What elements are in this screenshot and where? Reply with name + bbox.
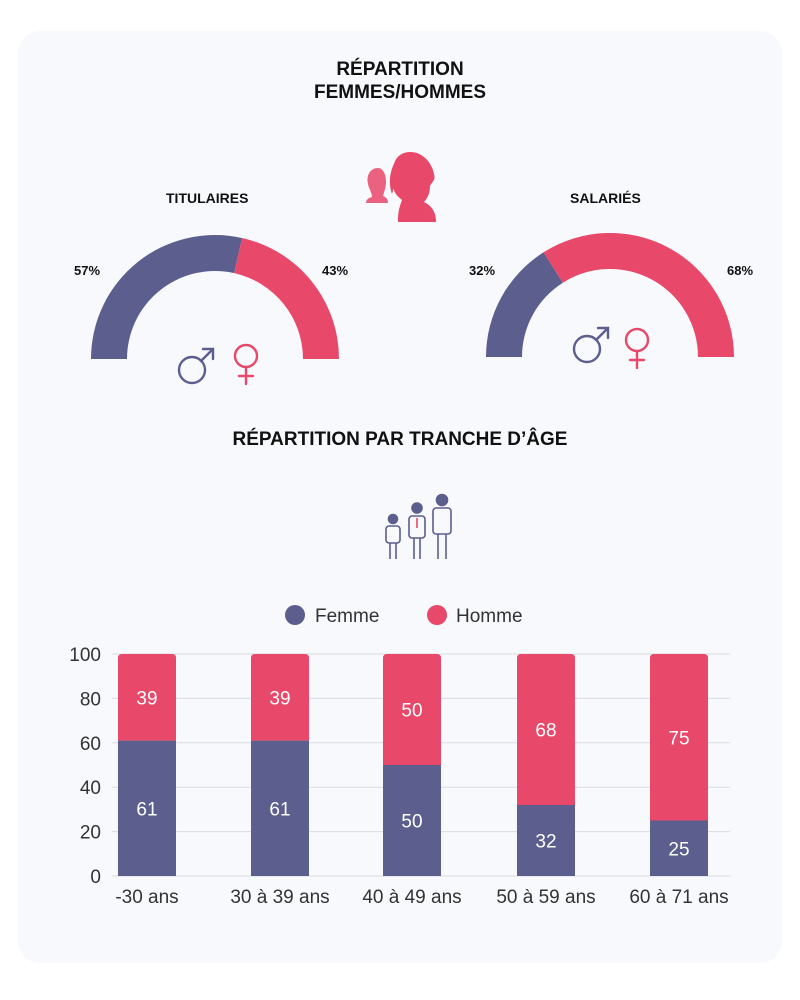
gender-title-line1: RÉPARTITION — [336, 59, 464, 80]
legend-femme-swatch — [285, 605, 305, 625]
y-tick-label: 100 — [69, 645, 101, 666]
titulaires-left-percent: 57% — [74, 263, 101, 278]
bar-homme-value-label: 50 — [401, 701, 422, 722]
bar-homme — [383, 654, 441, 765]
x-tick-label: 40 à 49 ans — [362, 887, 461, 908]
gender-title-line2: FEMMES/HOMMES — [313, 82, 487, 103]
bar-homme — [650, 654, 708, 821]
y-tick-label: 60 — [80, 734, 101, 755]
bar-femme — [383, 765, 441, 876]
bar-femme-value-label: 61 — [136, 799, 157, 820]
gauge-salaries-label: SALARIÉS — [570, 190, 641, 206]
titulaires-gauge-homme-arc — [234, 237, 339, 359]
salaries-female-symbol-icon — [624, 327, 650, 370]
gender-section-title: RÉPARTITION FEMMES/HOMMES — [0, 58, 800, 104]
x-tick-label: 30 à 39 ans — [230, 887, 329, 908]
salaries-gauge-homme-arc — [543, 233, 734, 357]
salaries-right-percent: 68% — [727, 263, 754, 278]
age-section-title: RÉPARTITION PAR TRANCHE D’ÂGE — [232, 429, 568, 450]
y-tick-label: 80 — [80, 689, 101, 710]
bar-homme — [517, 654, 575, 805]
x-tick-label: -30 ans — [115, 887, 178, 908]
x-tick-label: 60 à 71 ans — [629, 887, 728, 908]
bar-femme — [517, 804, 575, 876]
bar-homme-value-label: 68 — [535, 720, 556, 741]
bar-homme-value-label: 39 — [269, 688, 290, 709]
x-tick-label: 50 à 59 ans — [496, 887, 595, 908]
bar-femme-value-label: 61 — [269, 799, 290, 820]
bar-femme — [251, 740, 309, 876]
salaries-male-symbol-icon — [572, 326, 610, 364]
bar-homme-value-label: 39 — [136, 688, 157, 709]
salaries-left-percent: 32% — [469, 263, 496, 278]
salaries-gauge-femme-arc — [486, 252, 563, 357]
titulaires-male-symbol-icon — [177, 347, 215, 385]
bar-femme-value-label: 50 — [401, 812, 422, 833]
y-tick-label: 20 — [80, 823, 101, 844]
y-tick-label: 0 — [90, 867, 101, 888]
bar-homme — [251, 654, 309, 741]
bar-femme — [118, 740, 176, 876]
bar-homme-value-label: 75 — [668, 728, 689, 749]
bar-femme — [650, 820, 708, 876]
bar-femme-value-label: 25 — [668, 839, 689, 860]
gauge-titulaires-label: TITULAIRES — [166, 190, 249, 206]
bar-femme-value-label: 32 — [535, 831, 556, 852]
titulaires-gauge-femme-arc — [90, 235, 243, 359]
legend-homme-label: Homme — [456, 606, 523, 627]
y-tick-label: 40 — [80, 778, 101, 799]
titulaires-right-percent: 43% — [322, 263, 349, 278]
legend-femme-label: Femme — [315, 606, 379, 627]
titulaires-female-symbol-icon — [233, 343, 259, 386]
bar-homme — [118, 654, 176, 741]
legend-homme-swatch — [427, 605, 447, 625]
